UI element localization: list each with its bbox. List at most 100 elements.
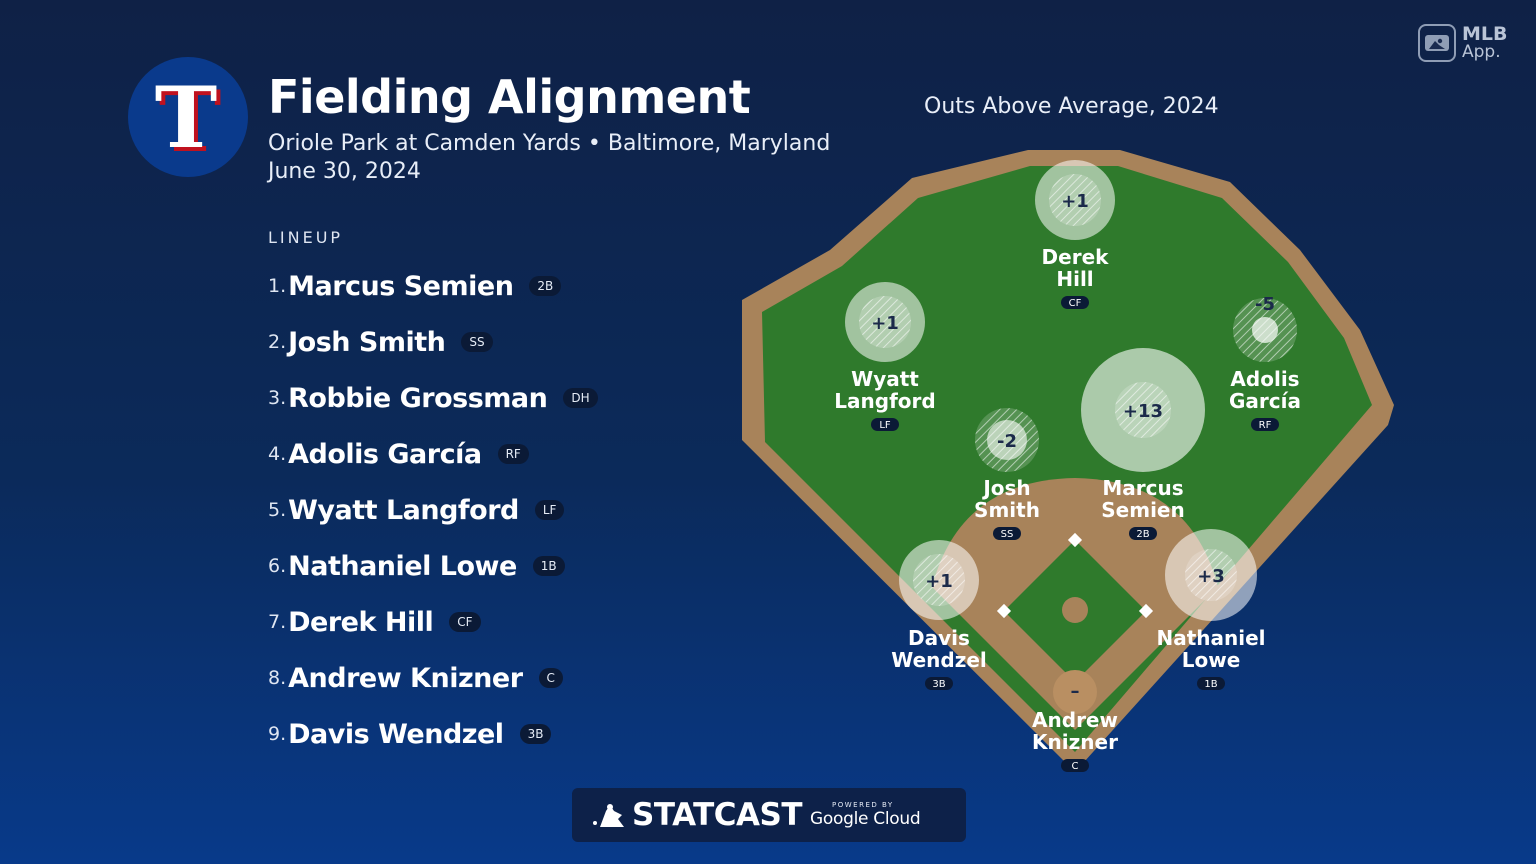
fielder-name-line1: Nathaniel [1156,626,1265,650]
mlb-logo-icon [1418,24,1456,62]
fielder-name-line1: Andrew [1032,708,1118,732]
fielder-name-line2: Langford [834,389,935,413]
oaa-value: +3 [1197,566,1225,587]
fielder-name-line2: Semien [1101,498,1184,522]
position-pill: RF [1259,420,1272,431]
oaa-value: +1 [925,571,953,592]
position-pill: 3B [932,679,945,690]
lineup-item: 4. Adolis García RF [268,426,598,482]
fielder-name-line2: Hill [1056,267,1093,291]
lineup-player-name: Marcus Semien [288,270,514,302]
mlb-brand: MLB [1462,23,1508,45]
fielder-lf: +1 Wyatt Langford LF [834,282,936,431]
lineup-player-name: Adolis García [288,438,482,470]
position-pill: LF [879,420,891,431]
first-base [1138,603,1154,619]
lineup-player-name: Nathaniel Lowe [288,550,517,582]
lineup-item: 2. Josh Smith SS [268,314,598,370]
lineup-number: 3. [268,387,287,409]
lineup-number: 7. [268,611,287,633]
position-pill: 1B [1204,679,1217,690]
lineup-item: 9. Davis Wendzel 3B [268,706,598,762]
third-base [996,603,1012,619]
chart-caption: Outs Above Average, 2024 [924,94,1219,119]
oaa-value: +1 [871,313,899,334]
fielder-name-line2: Lowe [1182,648,1241,672]
fielder-name-line1: Josh [981,476,1030,500]
position-badge: SS [461,332,493,352]
fielder-c: – Andrew Knizner C [1032,681,1118,772]
lineup-player-name: Andrew Knizner [288,662,523,694]
lineup-number: 2. [268,331,287,353]
lineup-item: 5. Wyatt Langford LF [268,482,598,538]
lineup-number: 4. [268,443,287,465]
lineup-player-name: Derek Hill [288,606,434,638]
position-badge: C [538,668,563,688]
oaa-value: +13 [1123,401,1163,422]
fielder-name-line1: Marcus [1102,476,1183,500]
powered-by-label: POWERED BY [832,801,894,809]
fielder-3b: +1 Davis Wendzel 3B [891,540,987,690]
position-badge: DH [563,388,598,408]
lineup-item: 1. Marcus Semien 2B [268,258,598,314]
svg-text:T: T [159,72,222,171]
team-logo: T T [128,57,248,177]
lineup-player-name: Robbie Grossman [288,382,548,414]
lineup-item: 6. Nathaniel Lowe 1B [268,538,598,594]
lineup-number: 6. [268,555,287,577]
fielder-name-line1: Adolis [1230,367,1299,391]
lineup-item: 8. Andrew Knizner C [268,650,598,706]
statcast-wordmark: STATCAST [632,797,803,833]
fielder-1b: +3 Nathaniel Lowe 1B [1156,529,1266,690]
oaa-value: +1 [1061,191,1089,212]
fielder-rf: -5 Adolis García RF [1229,294,1301,431]
lineup-player-name: Wyatt Langford [288,494,519,526]
oaa-value: -2 [997,431,1017,452]
fielder-cf: +1 Derek Hill CF [1035,160,1115,309]
lineup-number: 1. [268,275,287,297]
position-badge: 2B [529,276,562,296]
team-logo-letter: T [155,68,218,167]
lineup-heading: LINEUP [268,228,344,247]
oaa-value: – [1071,681,1080,702]
home-plate-area [1053,670,1097,714]
second-base [1067,532,1083,548]
page-title: Fielding Alignment [268,70,751,124]
statcast-logo-icon [593,804,624,827]
lineup-player-name: Davis Wendzel [288,718,504,750]
oaa-value: -5 [1255,294,1275,315]
lineup-item: 7. Derek Hill CF [268,594,598,650]
statcast-banner: STATCAST POWERED BY Google Cloud [572,788,966,842]
fielder-name-line2: García [1229,389,1301,413]
position-badge: LF [534,500,565,520]
mlb-app-badge: MLB App. [1418,24,1508,62]
game-date: June 30, 2024 [268,159,421,184]
position-badge: 3B [519,724,552,744]
position-pill: 2B [1136,529,1149,540]
lineup-number: 5. [268,499,287,521]
pitchers-mound [1062,597,1088,623]
lineup-list: 1. Marcus Semien 2B 2. Josh Smith SS 3. Robbi… [268,258,598,762]
fielder-ss: -2 Josh Smith SS [974,408,1040,540]
position-badge: RF [497,444,529,464]
lineup-number: 9. [268,723,287,745]
page-subtitle: Oriole Park at Camden Yards • Baltimore,… [268,130,830,186]
lineup-item: 3. Robbie Grossman DH [268,370,598,426]
fielder-2b: +13 Marcus Semien 2B [1081,348,1205,540]
position-pill: SS [1001,529,1014,540]
venue-line: Oriole Park at Camden Yards • Baltimore,… [268,131,831,156]
mlb-app-label: App. [1462,42,1501,62]
fielder-name-line2: Smith [974,498,1040,522]
google-cloud-label: Google Cloud [810,809,921,829]
position-pill: C [1072,761,1079,772]
position-badge: CF [449,612,481,632]
fielder-name-line1: Davis [908,626,970,650]
lineup-player-name: Josh Smith [288,326,446,358]
fielder-name-line2: Knizner [1032,730,1118,754]
fielder-name-line1: Derek [1042,245,1110,269]
fielder-name-line1: Wyatt [851,367,919,391]
lineup-number: 8. [268,667,287,689]
fielder-name-line2: Wendzel [891,648,987,672]
position-pill: CF [1069,298,1082,309]
